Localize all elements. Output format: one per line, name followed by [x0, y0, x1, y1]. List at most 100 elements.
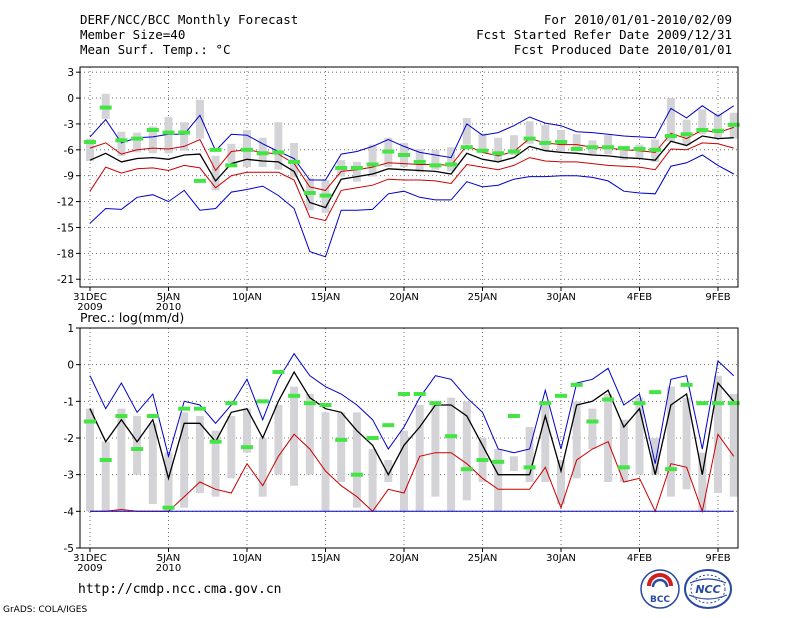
precipitation-observed-mark [146, 414, 159, 418]
precipitation-member-box [572, 401, 581, 479]
temperature-observed-mark [225, 163, 238, 168]
precipitation-xtick-year-label: 2009 [77, 563, 102, 574]
precipitation-member-box [195, 416, 204, 493]
precipitation-member-box [133, 416, 142, 475]
temperature-member-box [478, 133, 487, 154]
precipitation-xtick-label: 15JAN [311, 553, 341, 564]
temperature-observed-mark [398, 153, 410, 157]
precipitation-member-box [729, 394, 738, 497]
precipitation-spread-lower-line [90, 433, 735, 514]
temperature-observed-mark [84, 140, 96, 145]
precipitation-member-box [368, 449, 377, 512]
precipitation-member-box [148, 423, 157, 504]
ncc-logo-text: NCC [695, 583, 720, 596]
precipitation-member-box [352, 412, 361, 508]
precipitation-ensemble-mean-line [89, 370, 735, 481]
precipitation-observed-mark [492, 459, 505, 464]
precipitation-member-box [588, 408, 597, 449]
precipitation-observed-mark [602, 397, 615, 402]
precipitation-xtick-label: 25JAN [468, 553, 498, 564]
precipitation-observed-mark [288, 393, 301, 398]
temperature-member-box [117, 131, 126, 156]
precipitation-observed-mark [178, 406, 191, 411]
precipitation-member-box [243, 408, 251, 453]
temperature-ytick-label: -3 [64, 119, 74, 131]
precipitation-member-box [651, 438, 660, 475]
precipitation-observed-mark [696, 401, 709, 406]
temperature-observed-mark [602, 145, 615, 150]
precipitation-observed-mark [84, 419, 96, 424]
precipitation-member-box [447, 397, 456, 512]
temperature-observed-mark [523, 136, 536, 141]
ncc-logo: NCC [684, 569, 732, 609]
temperature-xtick-label: 31DEC [73, 292, 107, 303]
precipitation-member-box [305, 394, 314, 475]
temperature-member-box [714, 113, 722, 138]
temperature-observed-mark [649, 147, 662, 152]
precipitation-member-box [415, 405, 424, 512]
temperature-member-box [148, 126, 157, 154]
footer-url[interactable]: http://cmdp.ncc.cma.gov.cn [78, 582, 282, 597]
precipitation-observed-mark [335, 437, 348, 442]
temperature-member-box [462, 117, 471, 145]
precipitation-member-box [211, 430, 220, 497]
precipitation-ytick-label: -1 [64, 396, 74, 408]
precipitation-observed-mark [680, 382, 693, 387]
temperature-ytick-label: 3 [67, 67, 74, 79]
temperature-member-box [698, 109, 707, 135]
precipitation-observed-mark [539, 401, 552, 406]
precipitation-member-box [400, 430, 408, 512]
temperature-ytick-label: -9 [64, 171, 74, 183]
temperature-observed-mark [476, 148, 489, 153]
precipitation-member-box [682, 397, 691, 490]
temperature-member-box [431, 149, 440, 170]
temperature-observed-mark [445, 162, 458, 167]
temperature-member-box [86, 138, 94, 162]
precipitation-observed-mark [507, 414, 520, 418]
precipitation-observed-mark [99, 458, 112, 462]
temperature-observed-mark [492, 151, 505, 156]
precipitation-xtick-label: 31DEC [73, 553, 107, 564]
temperature-observed-mark [162, 130, 175, 135]
temperature-xtick-label: 9FEB [705, 292, 730, 303]
temperature-observed-mark [350, 165, 363, 170]
precipitation-observed-mark [476, 458, 489, 462]
temperature-observed-mark [664, 134, 677, 139]
precipitation-observed-mark [241, 445, 253, 450]
precipitation-observed-mark [366, 436, 379, 440]
temperature-xtick-label: 4FEB [627, 292, 652, 303]
precipitation-observed-mark [225, 401, 238, 406]
temperature-member-box [541, 124, 550, 151]
precipitation-xtick-label: 30JAN [546, 553, 576, 564]
temperature-observed-mark [507, 149, 520, 154]
precipitation-member-box [494, 449, 503, 512]
precipitation-member-box [384, 460, 393, 482]
temperature-xtick-label: 20JAN [389, 292, 419, 303]
precipitation-observed-mark [460, 467, 473, 472]
precipitation-observed-mark [193, 406, 206, 411]
temperature-observed-mark [460, 145, 473, 150]
chart-title: DERF/NCC/BCC Monthly Forecast [80, 12, 299, 27]
temperature-member-box [164, 117, 173, 154]
temperature-xtick-label: 25JAN [468, 292, 498, 303]
precipitation-ytick-label: -2 [64, 433, 74, 445]
precipitation-ytick-label: -4 [64, 506, 75, 518]
grads-credit: GrADS: COLA/IGES [3, 605, 88, 615]
precipitation-member-box [227, 416, 236, 479]
precipitation-member-box [557, 460, 565, 504]
variable-label: Mean Surf. Temp.: °C [80, 42, 231, 57]
precipitation-member-box [180, 412, 189, 508]
temperature-member-box [572, 134, 581, 150]
temperature-member-box [274, 122, 283, 170]
precipitation-observed-mark [617, 465, 630, 470]
temperature-ensemble-min-line [89, 154, 734, 258]
temperature-member-box [180, 122, 189, 151]
precipitation-member-box [604, 394, 613, 482]
precipitation-member-box [290, 386, 299, 486]
precipitation-observed-mark [523, 465, 536, 470]
precipitation-ensemble-max-line [89, 352, 735, 464]
precipitation-observed-mark [445, 434, 458, 439]
bcc-logo-text: BCC [650, 595, 670, 605]
precipitation-observed-mark [633, 401, 646, 406]
